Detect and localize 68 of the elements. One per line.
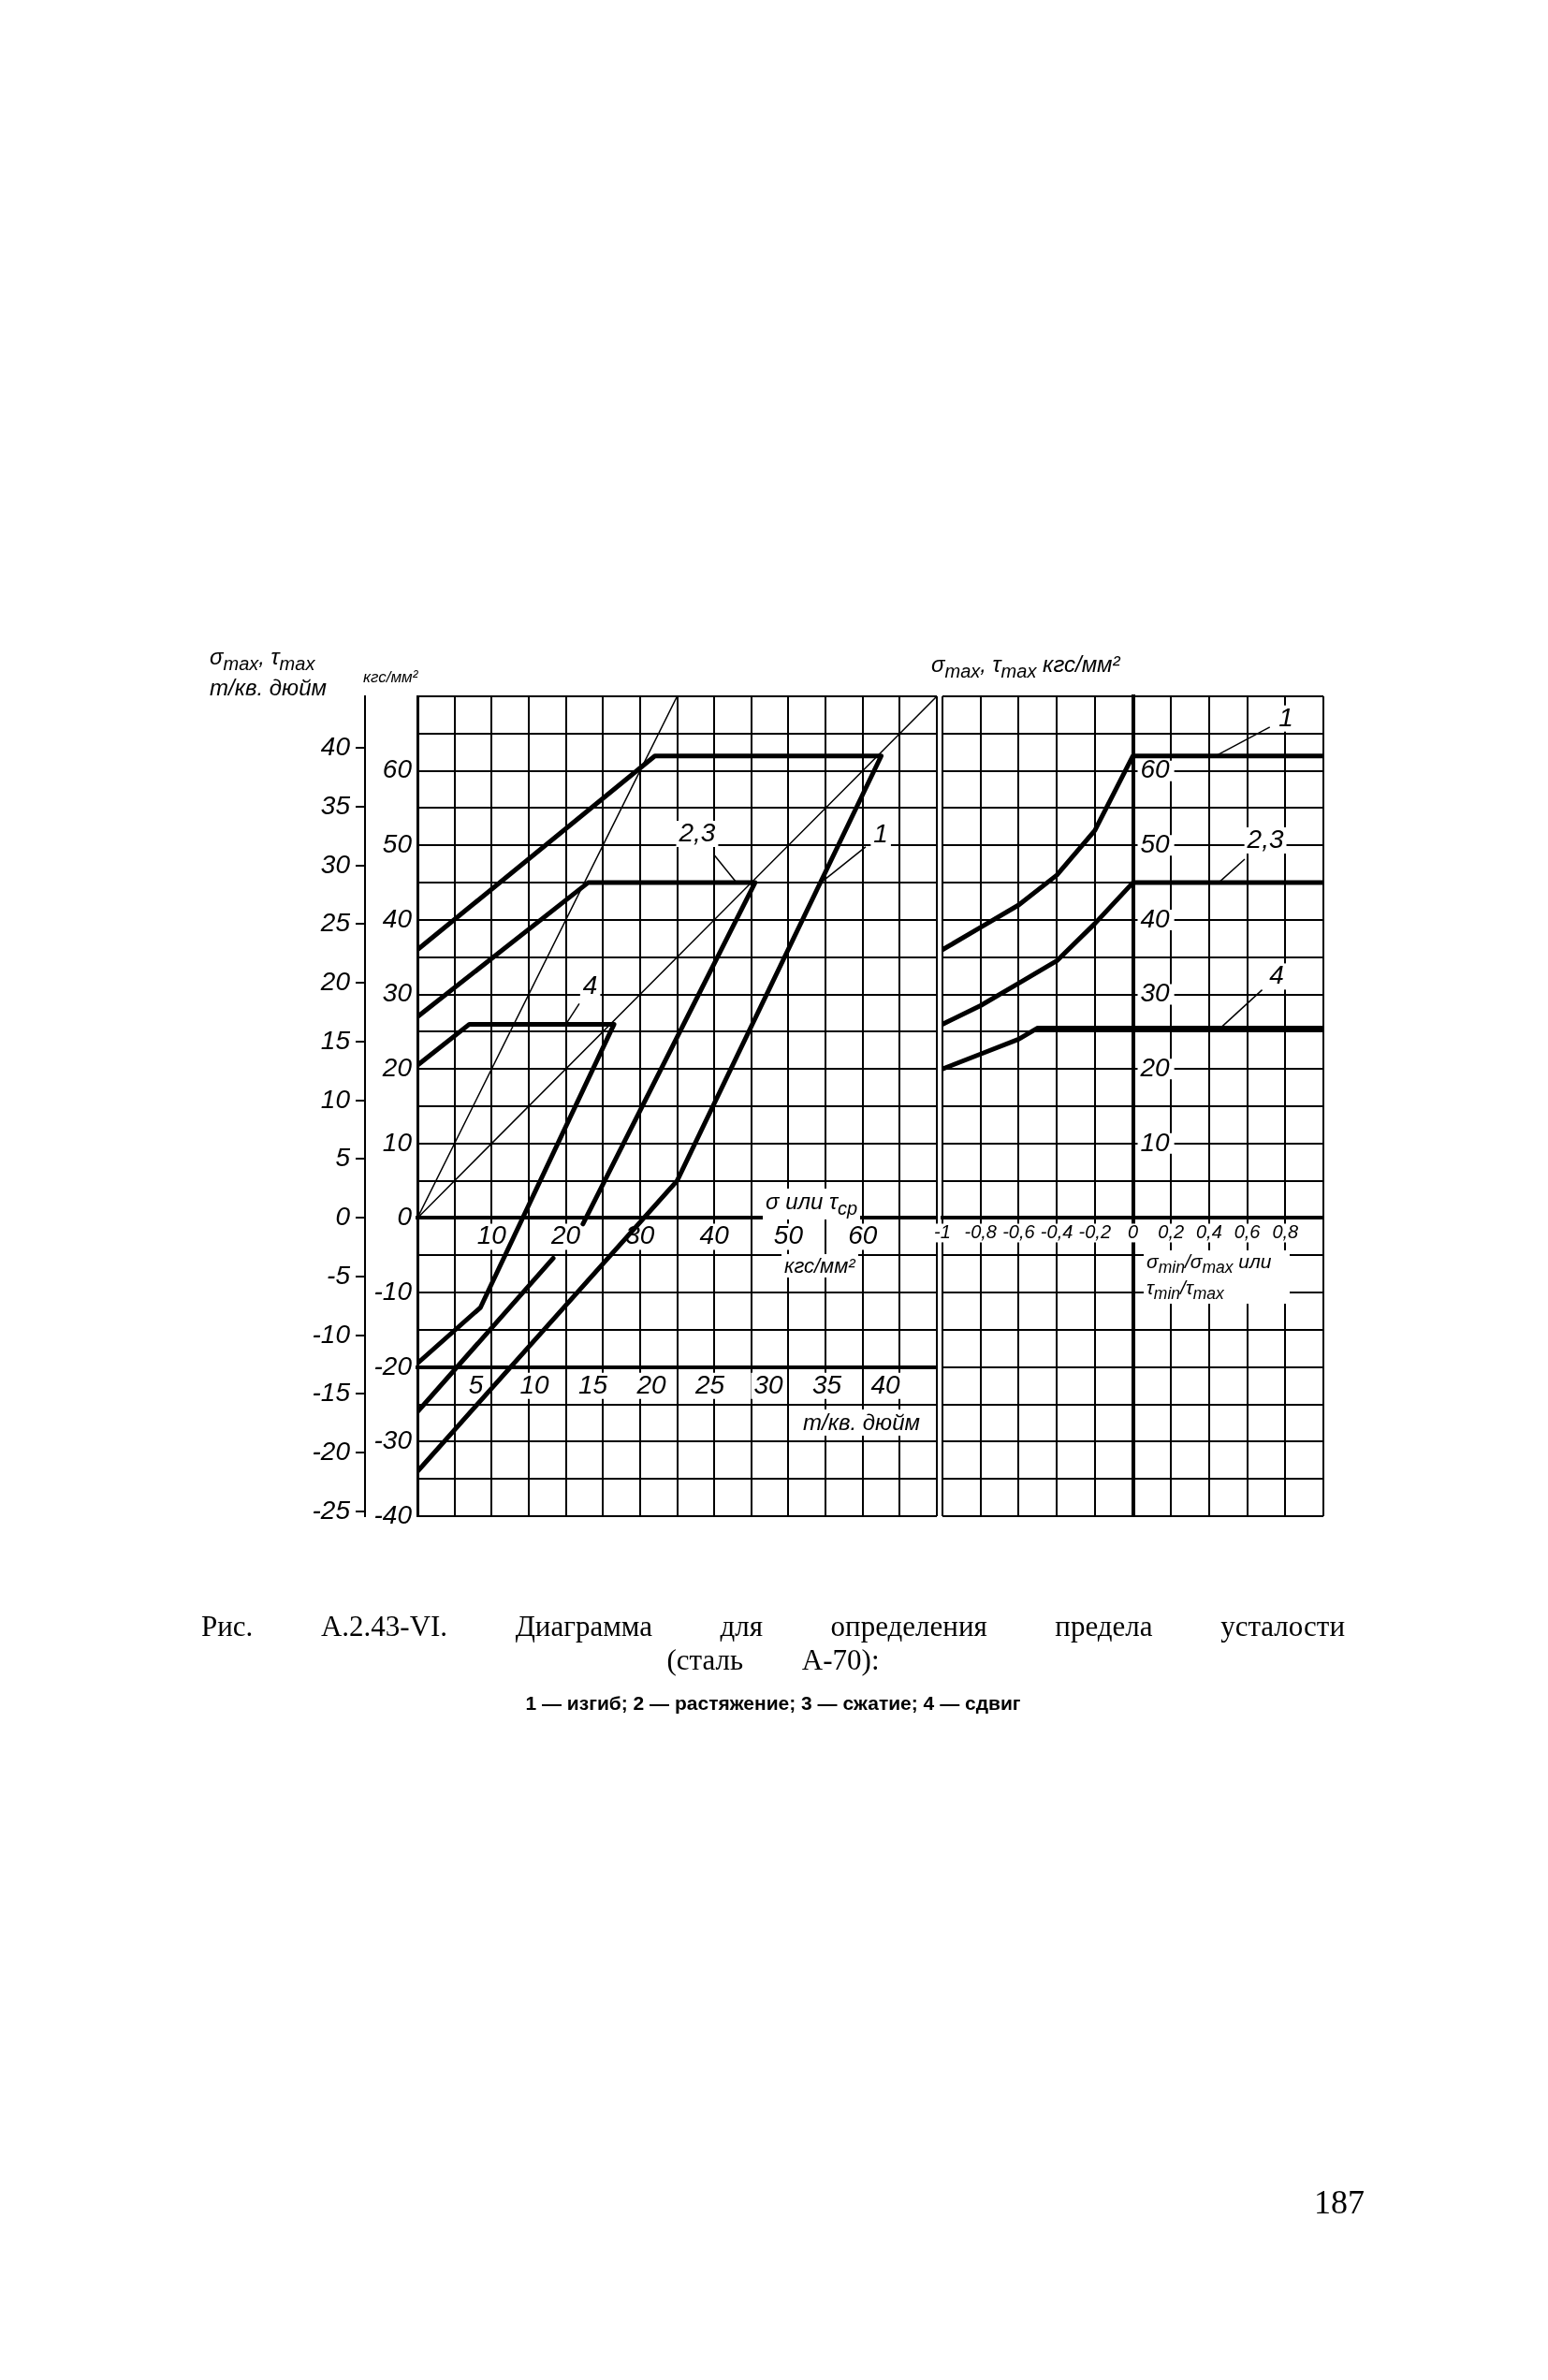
x-tick-label: 0,4 <box>1195 1221 1222 1243</box>
y2-tick-label: 30 <box>320 849 351 879</box>
y-tick-label: 60 <box>382 754 413 784</box>
y2-tick-label: 40 <box>320 732 351 762</box>
y2-tick-label: 20 <box>319 967 351 997</box>
y-tick-label: -20 <box>373 1351 413 1380</box>
x-tick-label: -0,4 <box>1040 1221 1073 1243</box>
x2-tick-label: 20 <box>635 1369 666 1399</box>
series-label: 2,3 <box>1246 824 1284 854</box>
x2-tick-label: 40 <box>870 1369 900 1399</box>
x2-tick-label: 25 <box>694 1369 725 1399</box>
y-axis-title: σ$_{max}$, τ$_{max}$ кгс/мм² <box>931 651 1120 682</box>
y-tick-label: 10 <box>1140 1127 1171 1157</box>
y-tick-label: 40 <box>1140 903 1171 933</box>
y-tick-label: 10 <box>382 1127 413 1157</box>
x2-tick-label: 15 <box>577 1369 608 1399</box>
series-label: 4 <box>582 971 598 1000</box>
text: σ$_{min}$/σ$_{max}$ или τ$_{min}$/τ$_{max}$ <box>1146 1250 1272 1304</box>
x-tick-label: -0,8 <box>964 1221 997 1243</box>
series-label: 1 <box>873 818 888 848</box>
y-tick-label: -40 <box>373 1499 413 1529</box>
x-tick-label: 20 <box>549 1220 581 1250</box>
series-label: 2,3 <box>678 817 716 847</box>
x-tick-label: 60 <box>848 1220 878 1250</box>
y-tick-label: 30 <box>1140 978 1171 1008</box>
text: 187 <box>1314 2183 1365 2223</box>
series-label: 4 <box>1269 960 1284 990</box>
y2-tick-label: 25 <box>319 908 351 938</box>
x2-tick-label: 35 <box>811 1369 842 1399</box>
y2-tick-label: 10 <box>320 1084 351 1114</box>
x-tick-label: 0,8 <box>1272 1221 1299 1243</box>
y-tick-label: 60 <box>1140 754 1171 784</box>
y-tick-label: 20 <box>1139 1052 1171 1082</box>
x-tick-label: 0,6 <box>1234 1221 1262 1243</box>
y-tick-label: 40 <box>382 903 413 933</box>
x-tick-label: 0,2 <box>1158 1221 1185 1243</box>
y2-tick-label: -20 <box>312 1437 351 1467</box>
x-tick-label: 40 <box>699 1220 730 1250</box>
x-tick-label: 10 <box>476 1220 507 1250</box>
x-tick-label: -0,2 <box>1078 1221 1112 1243</box>
x-tick-label: -1 <box>934 1221 951 1243</box>
x-tick-label: -0,6 <box>1002 1221 1036 1243</box>
y2-tick-label: -25 <box>312 1495 351 1525</box>
text: 1 — изгиб; 2 — растяжение; 3 — сжатие; 4 — сдвиг <box>524 1692 1022 1716</box>
x2-axis-title: т/кв. дюйм <box>800 1409 923 1436</box>
x-axis-title: σ или τ$_{ср}$ <box>763 1189 861 1219</box>
x-tick-label: 0 <box>1127 1221 1139 1243</box>
y2-tick-label: 35 <box>320 790 351 820</box>
y-tick-label: -30 <box>373 1425 413 1455</box>
x2-tick-label: 5 <box>468 1369 484 1399</box>
x2-tick-label: 10 <box>519 1369 549 1399</box>
annotation: кгс/мм² <box>781 1254 858 1278</box>
y-tick-label: 50 <box>1140 829 1171 859</box>
y-tick-label: 30 <box>382 978 413 1008</box>
y2-tick-label: 15 <box>320 1025 351 1055</box>
x-tick-label: 50 <box>773 1220 804 1250</box>
y2-tick-label: 5 <box>335 1143 351 1173</box>
y2-tick-label: -10 <box>312 1319 351 1349</box>
x2-tick-label: 30 <box>753 1369 783 1399</box>
y-tick-label: 50 <box>382 829 413 859</box>
series-label: 1 <box>1278 702 1293 732</box>
y2-tick-label: -15 <box>312 1378 351 1408</box>
y-axis-title: кгс/мм² <box>363 668 418 687</box>
y2-axis-title: σ$_{max}$, τ$_{max}$ т/кв. дюйм <box>210 644 328 701</box>
text: Рис. А.2.43-VI. Диаграмма для определения предела усталости (сталь А-70): <box>201 1610 1345 1677</box>
y2-tick-label: -5 <box>327 1260 351 1290</box>
y-tick-label: -10 <box>373 1276 413 1306</box>
y-tick-label: 20 <box>381 1052 413 1082</box>
